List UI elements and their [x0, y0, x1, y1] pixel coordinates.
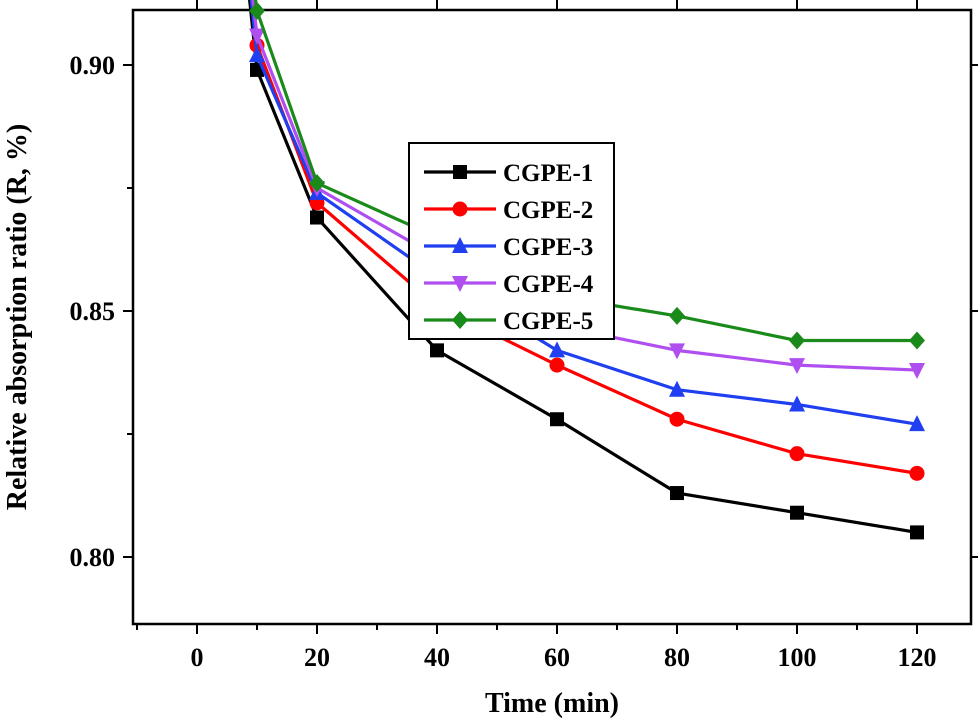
legend-label: CGPE-5 — [503, 308, 593, 335]
legend-item-cgpe-1: CGPE-1 — [424, 160, 593, 187]
y-axis-title: Relative absorption ratio (R, %) — [2, 124, 33, 511]
data-point — [669, 306, 685, 325]
legend-marker — [452, 201, 468, 217]
legend-label: CGPE-4 — [503, 271, 594, 298]
data-point — [910, 525, 924, 540]
legend-item-cgpe-2: CGPE-2 — [424, 197, 593, 224]
legend-marker — [452, 311, 468, 329]
data-point — [549, 357, 565, 373]
data-point — [669, 380, 685, 397]
legend-item-cgpe-3: CGPE-3 — [424, 234, 593, 261]
data-point — [790, 505, 804, 520]
data-point — [249, 1, 265, 20]
y-tick-label: 0.80 — [70, 543, 116, 572]
y-tick-label: 0.90 — [70, 51, 116, 80]
legend-label: CGPE-1 — [503, 160, 593, 187]
legend-item-cgpe-4: CGPE-4 — [424, 271, 594, 298]
plot-frame — [131, 8, 973, 626]
data-point — [909, 465, 925, 481]
legend: CGPE-1 CGPE-2 CGPE-3 CGPE-4 CGPE-5 — [408, 142, 615, 340]
legend-item-cgpe-5: CGPE-5 — [424, 308, 593, 335]
data-point — [670, 486, 684, 501]
legend-marker — [452, 237, 468, 253]
x-tick-label: 20 — [304, 643, 330, 672]
y-tick-label: 0.85 — [70, 297, 116, 326]
data-point — [310, 210, 324, 225]
x-tick-label: 80 — [664, 643, 690, 672]
legend-marker — [452, 276, 468, 292]
data-point — [549, 341, 565, 358]
data-point — [789, 331, 805, 350]
legend-label: CGPE-2 — [503, 197, 593, 224]
data-point — [669, 411, 685, 427]
x-axis-title: Time (min) — [485, 688, 619, 719]
data-point — [789, 358, 805, 375]
data-point — [789, 446, 805, 462]
legend-marker — [453, 165, 467, 179]
data-point — [669, 343, 685, 360]
data-point — [909, 363, 925, 380]
x-tick-label: 100 — [778, 643, 817, 672]
x-tick-label: 40 — [424, 643, 450, 672]
legend-box — [408, 142, 615, 340]
data-point — [550, 412, 564, 427]
data-point — [430, 343, 444, 358]
legend-label: CGPE-3 — [503, 234, 593, 261]
data-point — [909, 415, 925, 432]
x-tick-label: 0 — [191, 643, 204, 672]
data-point — [309, 174, 325, 193]
x-tick-label: 60 — [544, 643, 570, 672]
data-point — [249, 28, 265, 45]
data-point — [909, 331, 925, 350]
data-point — [789, 395, 805, 412]
x-tick-label: 120 — [898, 643, 937, 672]
data-point — [249, 46, 265, 63]
